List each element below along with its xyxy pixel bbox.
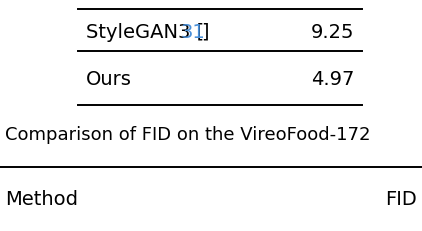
Text: ]: ] xyxy=(201,22,208,41)
Text: Ours: Ours xyxy=(86,70,132,89)
Text: FID: FID xyxy=(385,190,417,209)
Text: 4.97: 4.97 xyxy=(311,70,354,89)
Text: StyleGAN3 [: StyleGAN3 [ xyxy=(86,22,204,41)
Text: 31: 31 xyxy=(181,22,206,41)
Text: 9.25: 9.25 xyxy=(311,22,354,41)
Text: Method: Method xyxy=(5,190,78,209)
Text: Comparison of FID on the VireoFood-172: Comparison of FID on the VireoFood-172 xyxy=(5,125,371,143)
